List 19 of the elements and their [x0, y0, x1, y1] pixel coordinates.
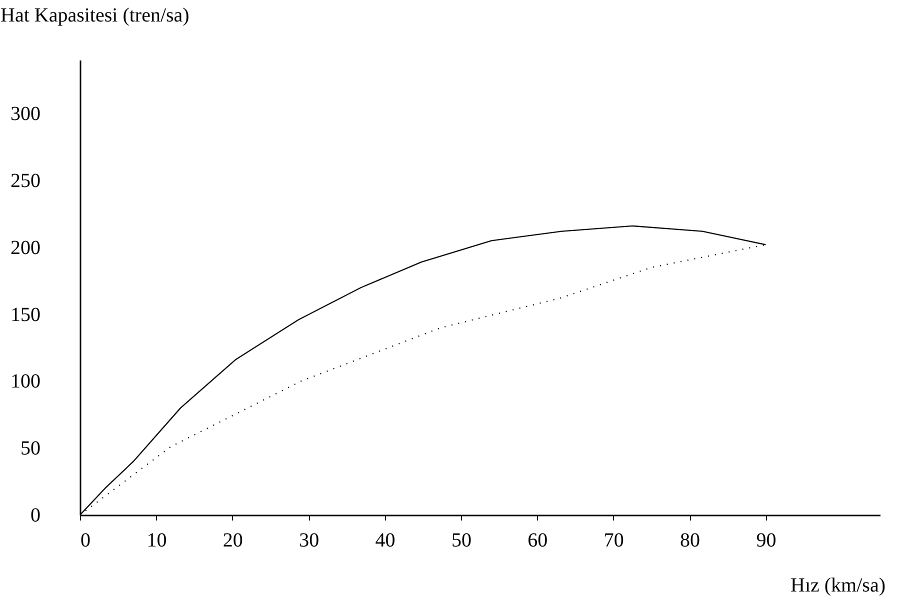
x-tick-label: 70 — [604, 530, 624, 552]
y-tick-label: 50 — [20, 438, 40, 460]
x-tick-label: 50 — [451, 530, 472, 552]
x-tick-label: 80 — [680, 530, 700, 552]
y-tick-label: 250 — [10, 170, 40, 192]
y-tick-label: 300 — [10, 103, 40, 126]
x-axis-title: Hız (km/sa) — [790, 574, 886, 596]
x-tick-label: 90 — [756, 530, 776, 552]
y-axis-title: Hat Kapasitesi (tren/sa) — [0, 4, 190, 26]
y-tick-label: 100 — [10, 370, 40, 393]
x-tick-label: 40 — [375, 530, 396, 552]
y-tick-label: 0 — [30, 504, 40, 526]
y-tick-label: 200 — [10, 236, 40, 259]
x-tick-label: 20 — [222, 530, 243, 552]
x-tick-label: 0 — [80, 530, 90, 552]
x-tick-label: 30 — [299, 530, 320, 552]
y-tick-label: 150 — [10, 304, 40, 326]
x-tick-label: 60 — [528, 530, 548, 552]
x-tick-label: 10 — [146, 530, 167, 552]
